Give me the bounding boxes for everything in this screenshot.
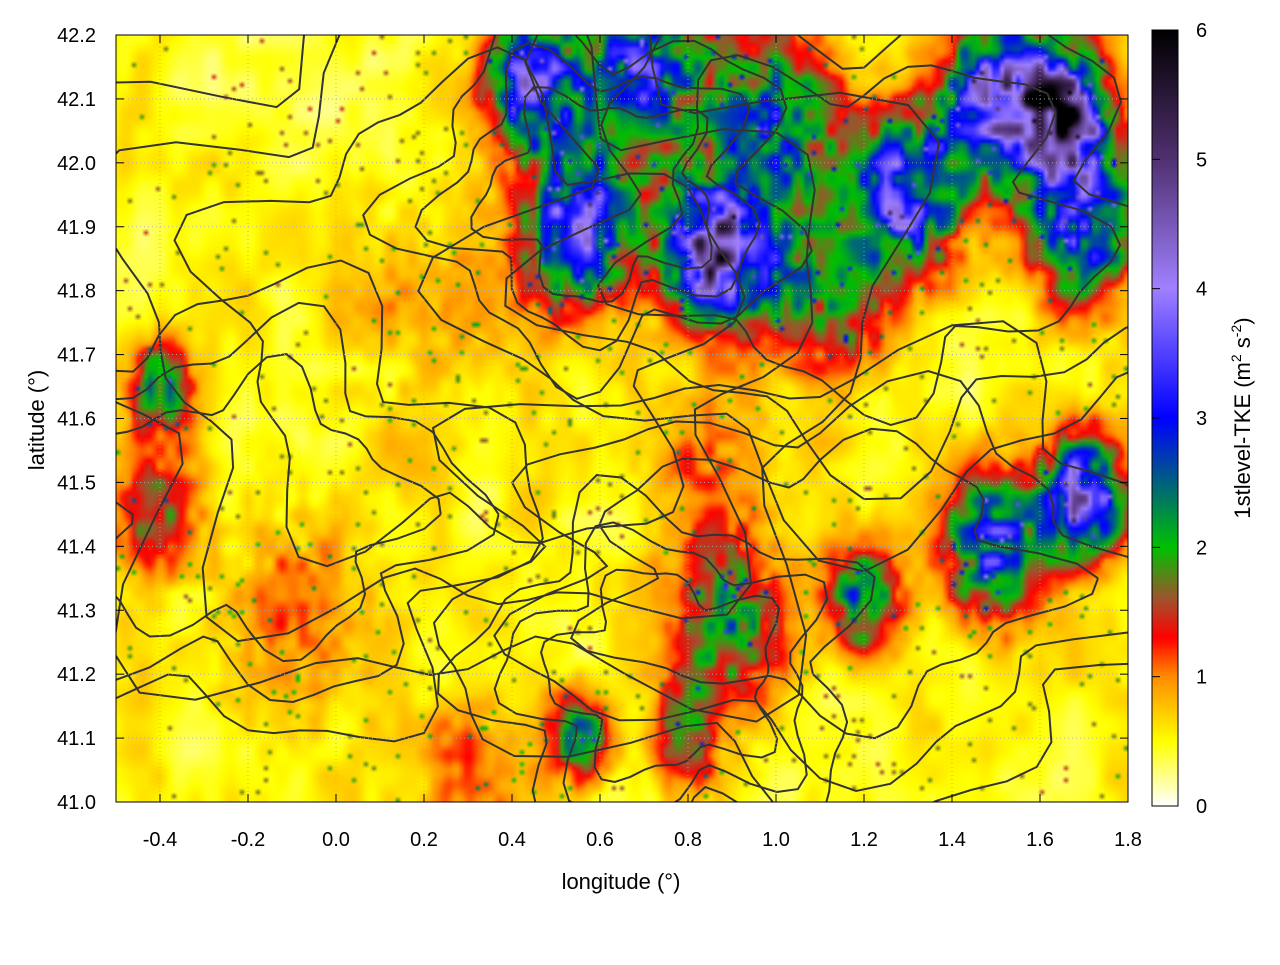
y-tick-label: 41.1 [57,728,96,750]
terrain-contour [437,474,876,802]
x-ticks: -0.4 -0.2 0.0 0.2 0.4 0.6 0.8 1.0 1.2 1.4 1.6 1.8 [143,35,1142,851]
y-tick-label: 41.6 [57,409,96,431]
x-tick-label: 0.2 [410,829,438,851]
y-tick-label: 41.5 [57,472,96,494]
colorbar-tick-label: 2 [1196,537,1207,559]
y-ticks: 41.0 41.1 41.2 41.3 41.4 41.5 41.6 41.7 41.8 41.9… [57,25,1128,814]
terrain-contour [116,301,500,704]
terrain-contour [493,521,829,802]
x-tick-label: 1.0 [762,829,790,851]
terrain-contour [493,369,1128,793]
y-tick-label: 41.2 [57,664,96,686]
x-axis-label: longitude (°) [562,869,681,894]
y-tick-label: 41.0 [57,792,96,814]
colorbar-tick-label: 4 [1196,279,1207,301]
x-tick-label: 0.6 [586,829,614,851]
colorbar-tick-label: 0 [1196,796,1207,818]
x-tick-label: 0.8 [674,829,702,851]
colorbar-label: 1stlevel-TKE (m2 s-2) [1228,317,1255,518]
colorbar-tick-label: 3 [1196,408,1207,430]
terrain-contour [116,35,941,723]
x-tick-label: 1.8 [1114,829,1142,851]
y-tick-label: 42.2 [57,25,96,47]
x-tick-label: 1.4 [938,829,966,851]
terrain-contour [116,353,442,663]
y-tick-label: 41.4 [57,536,96,558]
terrain-contour [414,41,761,352]
x-tick-label: -0.4 [143,829,177,851]
terrain-contour [362,35,813,400]
terrain-contour [504,35,1128,501]
y-tick-label: 41.8 [57,281,96,303]
colorbar-tick-label: 5 [1196,149,1207,171]
y-tick-label: 41.3 [57,600,96,622]
y-axis-label: latitude (°) [24,370,49,471]
x-tick-label: -0.2 [231,829,265,851]
x-tick-label: 1.6 [1026,829,1054,851]
terrain-contour [116,259,544,743]
x-tick-label: 1.2 [850,829,878,851]
terrain-contour [417,35,1128,573]
colorbar-ticks: 0 1 2 3 4 5 6 [1152,20,1207,818]
terrain-contour [470,86,713,303]
terrain-contour [173,46,746,568]
terrain-contours [116,35,1128,802]
terrain-contour [596,54,1122,427]
y-tick-label: 41.9 [57,217,96,239]
y-tick-label: 42.0 [57,153,96,175]
y-tick-label: 42.1 [57,89,96,111]
y-tick-label: 41.7 [57,345,96,367]
colorbar-tick-label: 1 [1196,667,1207,689]
colorbar-tick-label: 6 [1196,20,1207,42]
x-tick-label: 0.4 [498,829,526,851]
x-tick-label: 0.0 [322,829,350,851]
grid-lines [116,35,1128,802]
